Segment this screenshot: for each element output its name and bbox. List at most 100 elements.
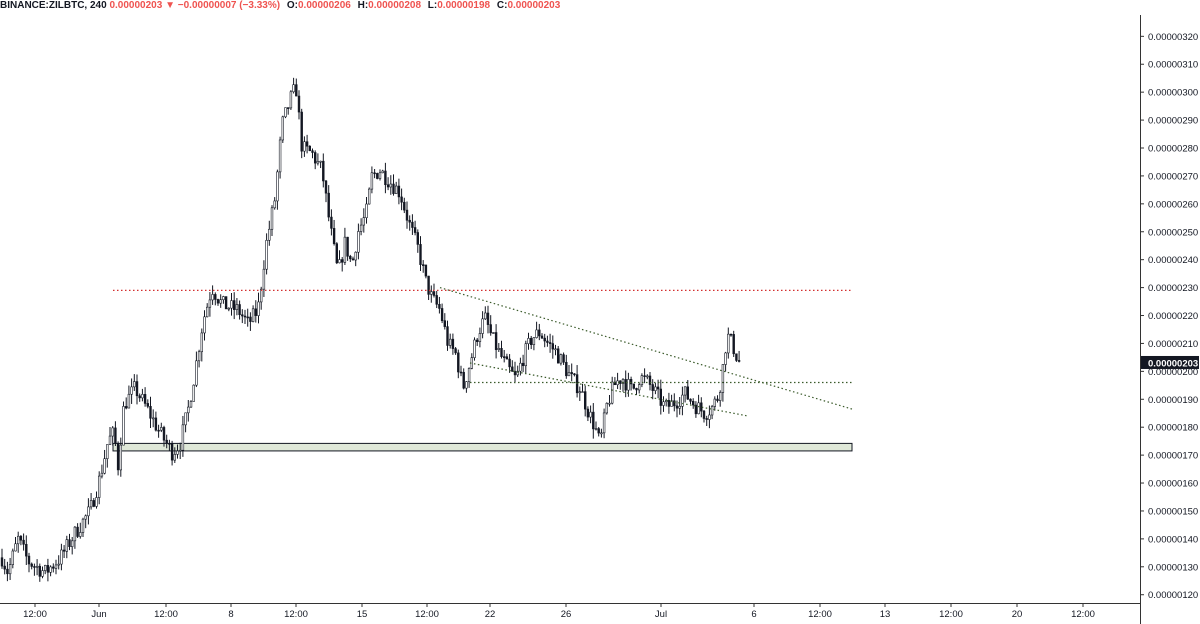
candle — [502, 349, 506, 363]
candle — [621, 378, 625, 392]
candle — [654, 382, 657, 395]
candle-body — [235, 304, 239, 310]
candle-body — [494, 332, 498, 350]
candle-body — [224, 296, 228, 310]
candle — [62, 545, 66, 559]
candle-body — [624, 379, 627, 391]
x-tick-label: 26 — [561, 609, 572, 620]
candle — [367, 187, 371, 205]
candle — [189, 400, 193, 408]
candle — [276, 169, 279, 210]
candle — [376, 172, 379, 180]
candle — [548, 333, 552, 353]
candle — [400, 188, 403, 211]
candle — [581, 383, 584, 393]
candle — [127, 385, 131, 409]
candle-body — [249, 316, 252, 322]
candle — [281, 115, 284, 143]
candle — [179, 442, 182, 460]
candle — [427, 275, 430, 301]
candle-body — [367, 188, 371, 205]
candle-body — [222, 296, 225, 301]
candle — [705, 415, 708, 426]
candle-body — [716, 398, 719, 401]
candle — [25, 535, 28, 565]
support-zone[interactable] — [112, 442, 853, 452]
candle-body — [484, 312, 487, 320]
candle-body — [583, 391, 587, 410]
candle-body — [678, 406, 681, 409]
candle — [583, 385, 587, 417]
candle-body — [319, 160, 322, 163]
candle — [637, 382, 641, 394]
candle-body — [413, 227, 417, 233]
candle-body — [675, 405, 679, 409]
candle-body — [278, 139, 282, 173]
candle — [89, 493, 93, 510]
candle-body — [33, 566, 36, 568]
candle — [27, 552, 31, 573]
candle — [152, 409, 155, 428]
candle — [297, 90, 301, 120]
candle — [273, 197, 276, 210]
candle-body — [22, 539, 25, 545]
candle — [600, 428, 603, 438]
candle-body — [157, 429, 160, 432]
candle-body — [276, 171, 279, 202]
candle-body — [419, 244, 422, 265]
candle — [724, 351, 727, 372]
candle-body — [192, 384, 195, 402]
candle-body — [354, 251, 357, 261]
candle — [462, 368, 465, 390]
candle-body — [100, 472, 104, 477]
candle-body — [179, 449, 182, 452]
candle — [219, 294, 222, 308]
candle — [289, 90, 293, 110]
candle — [154, 411, 158, 432]
candle-body — [19, 535, 23, 541]
candle-body — [635, 388, 638, 391]
candle — [357, 223, 360, 260]
candle — [608, 394, 611, 407]
candle-body — [554, 348, 557, 351]
candle-body — [349, 255, 352, 260]
candle — [416, 229, 419, 253]
candle-body — [295, 84, 298, 97]
candle — [540, 333, 544, 339]
candle-body — [122, 406, 125, 446]
candle-body — [351, 258, 355, 261]
candle — [386, 177, 390, 191]
candle-body — [362, 217, 365, 226]
candle-body — [467, 367, 471, 382]
candle-body — [400, 196, 403, 203]
candle — [529, 335, 533, 350]
candle — [122, 401, 125, 446]
candle — [419, 236, 422, 272]
candle — [716, 395, 719, 403]
candle-body — [187, 406, 190, 414]
candle-body — [386, 184, 390, 188]
candle-body — [359, 224, 363, 232]
candle — [670, 394, 673, 407]
candle-body — [251, 308, 255, 322]
candle — [235, 298, 239, 316]
candle-body — [411, 221, 414, 228]
candle-body — [648, 375, 652, 385]
candle — [79, 522, 82, 539]
candle-body — [713, 398, 717, 407]
candle — [484, 306, 487, 321]
candle — [443, 313, 446, 330]
candle — [397, 178, 401, 205]
candle — [554, 344, 557, 356]
candle — [292, 77, 295, 94]
candle-body — [43, 565, 47, 571]
candle — [343, 227, 347, 266]
y-tick-label: 0.00000310 — [1148, 60, 1198, 71]
y-tick-label: 0.00000210 — [1148, 339, 1198, 350]
x-tick-label: 12:00 — [23, 609, 47, 620]
candle-body — [640, 375, 644, 386]
candle — [203, 310, 206, 341]
candle-body — [565, 361, 568, 377]
candle-body — [327, 192, 330, 218]
